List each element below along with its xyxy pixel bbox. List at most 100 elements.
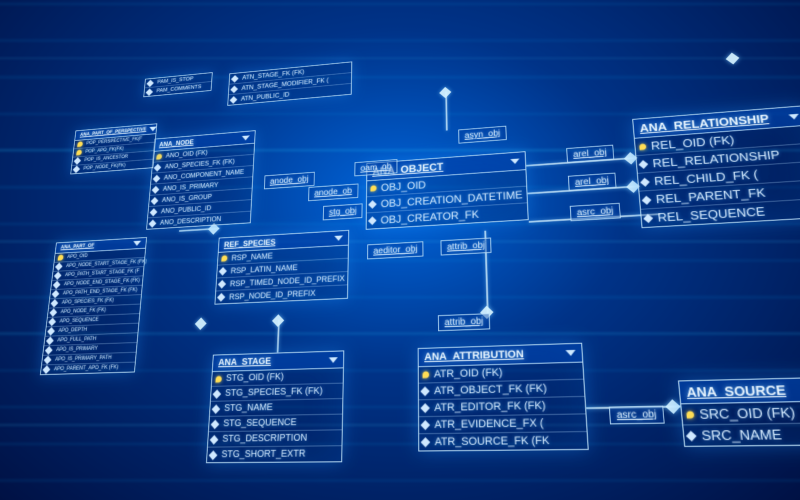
column-label: STG_SEQUENCE — [223, 417, 297, 429]
key-icon — [221, 255, 227, 261]
diamond-icon — [219, 267, 227, 276]
diamond-icon — [209, 450, 218, 460]
key-icon — [215, 375, 221, 382]
key-icon — [639, 143, 646, 150]
table-title-text: REF_SPECIES — [224, 238, 276, 249]
relation-label: asrc_obj — [570, 203, 621, 221]
diamond-icon — [52, 290, 60, 298]
diamond-icon — [642, 195, 652, 204]
column-label: APO_IS_PRIMARY — [56, 346, 98, 353]
diamond-icon — [46, 337, 54, 346]
key-icon — [370, 185, 376, 191]
diamond-icon — [74, 157, 81, 165]
diamond-icon — [212, 404, 221, 413]
table-ana_node: ANA_NODEANO_OID (FK)ANO_SPECIES_FK (FK)A… — [146, 130, 256, 230]
diamond-icon — [151, 197, 159, 205]
dropdown-icon — [133, 241, 141, 246]
key-icon — [76, 150, 82, 156]
column-label: RSP_NAME — [231, 251, 273, 262]
diamond-icon — [153, 174, 161, 182]
column-label: APO_SEQUENCE — [59, 317, 99, 324]
diamond-icon — [44, 356, 52, 365]
column-label: ATR_EVIDENCE_FX ( — [434, 417, 543, 431]
column-label: APO_IS_PRIMARY_PATH — [55, 355, 112, 362]
column-label: OBJ_OID — [381, 179, 426, 194]
relation-label: arel_obj — [566, 145, 614, 163]
column-label: SRC_NAME — [701, 426, 783, 443]
diamond-icon — [211, 419, 220, 428]
table-ref_species: REF_SPECIESRSP_NAMERSP_LATIN_NAMERSP_TIM… — [214, 230, 349, 305]
relation-label: attrib_obj — [441, 238, 492, 256]
table-column-row: APO_PARENT_APO_FK (FK) — [41, 363, 135, 375]
diamond-icon — [51, 299, 59, 307]
column-label: RSP_LATIN_NAME — [230, 263, 297, 275]
diamond-icon — [152, 185, 160, 193]
relation-label: anode_obj — [264, 172, 315, 190]
table-column-row: STG_SHORT_EXTR — [207, 446, 342, 462]
diamond-icon — [43, 365, 51, 374]
column-label: OBJ_CREATOR_FK — [381, 208, 479, 226]
diamond-icon — [55, 263, 63, 271]
table-column-row: ATR_EVIDENCE_FX ( — [419, 414, 587, 434]
table-title-text: ANA_RELATIONSHIP — [639, 112, 769, 135]
diamond-icon — [53, 281, 61, 289]
dropdown-icon — [242, 135, 250, 140]
column-label: ATR_EDITOR_FK (FK) — [434, 400, 546, 414]
column-label: ATR_OID (FK) — [434, 367, 503, 381]
dropdown-icon — [329, 357, 338, 363]
dropdown-icon — [334, 235, 343, 241]
relation-label: asyn_obj — [458, 126, 507, 144]
column-label: APO_SPECIES_FK (FK) — [61, 298, 114, 305]
diamond-icon — [218, 280, 226, 289]
diamond-icon — [48, 318, 56, 326]
key-icon — [423, 371, 430, 378]
table-column-row: ATR_OID (FK) — [419, 363, 584, 384]
diamond-icon — [231, 75, 239, 82]
table-title-text: ANA_PART_OF — [60, 243, 94, 250]
table-column-row: STG_DESCRIPTION — [208, 430, 342, 447]
table-ana_stage: ANA_STAGE STG_OID (FK) STG_SPECIES_FK (FK)… — [206, 350, 344, 463]
key-icon — [686, 410, 694, 418]
table-column-row: SRC_OID (FK) — [681, 401, 800, 425]
table-title-text: ANA_NODE — [159, 138, 194, 148]
table-ana_part_of: ANA_PART_OFAPO_OIDAPO_NODE_START_STAGE_F… — [40, 237, 147, 375]
column-label: ATR_SOURCE_FK (FK — [435, 435, 550, 449]
column-label: STG_OID (FK) — [226, 372, 284, 384]
table-ana_source: ANA_SOURCESRC_OID (FK)SRC_NAME — [678, 377, 800, 447]
column-label: STG_SPECIES_FK (FK) — [225, 386, 323, 399]
diamond-icon — [230, 85, 238, 92]
table-column-row: SRC_NAME — [683, 423, 800, 446]
table-column-row: ATR_SOURCE_FK (FK — [419, 432, 588, 450]
diamond-icon — [639, 160, 649, 169]
column-label: RSP_NODE_ID_PREFIX — [229, 289, 316, 302]
column-label: APO_PATH_END_STAGE_FK (FK) — [63, 288, 138, 297]
table-title-text: ANA_STAGE — [218, 356, 271, 368]
column-label: ATN_PUBLIC_ID — [241, 91, 290, 102]
diamond-icon — [49, 308, 57, 316]
diamond-icon — [420, 403, 429, 413]
relation-label: asrc_obj — [609, 406, 665, 425]
column-label: REL_SEQUENCE — [657, 204, 766, 224]
column-label: POP_NODE_FK(FK) — [83, 163, 126, 171]
diamond-icon — [420, 386, 429, 396]
dropdown-icon — [510, 158, 519, 164]
diamond-icon — [210, 435, 219, 445]
column-label: STG_NAME — [224, 402, 273, 413]
table-column-row: RSP_NODE_ID_PREFIX — [215, 285, 347, 303]
column-label: ANO_DESCRIPTION — [160, 215, 222, 226]
column-label: REL_RELATIONSHIP — [652, 148, 781, 170]
column-label: APO_FULL_PATH — [57, 337, 96, 344]
key-icon — [58, 255, 64, 261]
diamond-icon — [54, 272, 62, 280]
column-label: APO_NODE_FK (FK) — [60, 308, 106, 315]
column-label: REL_PARENT_FK — [655, 185, 766, 206]
diamond-icon — [47, 327, 55, 336]
table-ana_part_of_perspective: ANA_PART_OF_PERSPECTIVEPOP_PERSPECTIVE_F… — [70, 123, 157, 174]
column-label: PAM_COMMENTS — [156, 84, 201, 93]
diamond-icon — [217, 293, 225, 302]
relation-label: stg_obj — [323, 203, 363, 220]
column-label: APO_OID — [67, 254, 88, 260]
diamond-icon — [421, 420, 431, 430]
relation-label: anode_ob — [308, 184, 358, 202]
table-title-text: ANA_SOURCE — [686, 382, 787, 400]
